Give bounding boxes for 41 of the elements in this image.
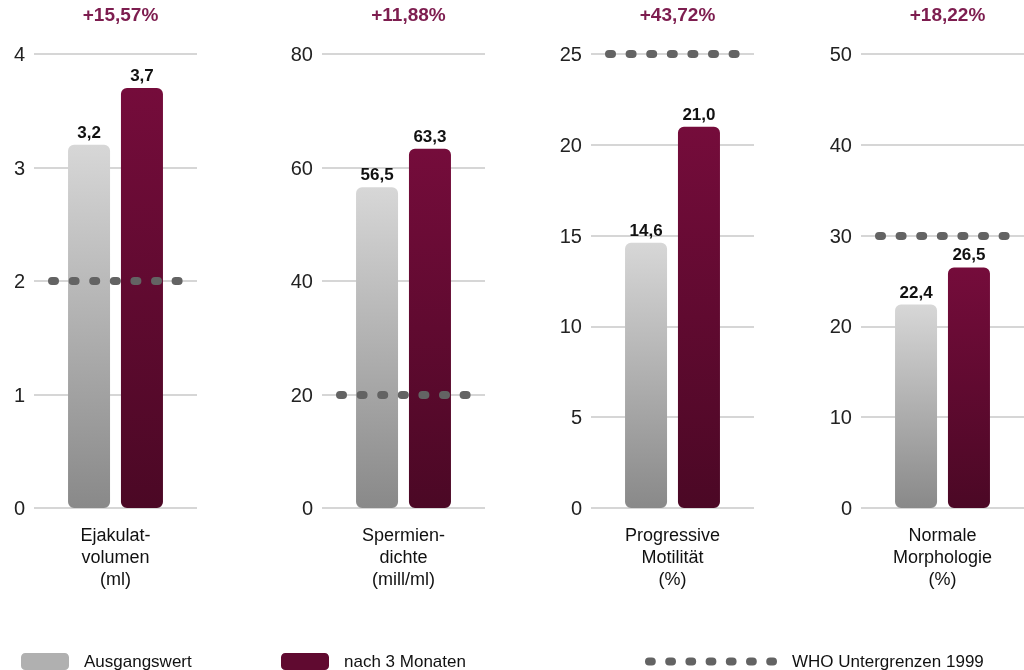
x-axis-title: Normale Morphologie (%) [892,525,993,589]
y-tick-label: 0 [840,497,852,519]
legend-label: Ausgangswert [84,652,192,670]
data-label: 22,4 [899,282,934,302]
y-tick-label: 0 [570,497,582,519]
y-tick-label: 0 [301,497,313,519]
x-axis-title: Ejakulat- volumen (ml) [80,525,151,589]
y-tick-label: 15 [559,224,582,247]
y-tick-label: 20 [829,315,852,338]
data-label: 56,5 [360,165,394,185]
y-tick-label: 30 [829,224,852,247]
data-label: 14,6 [629,220,663,240]
y-tick-label: 25 [559,43,582,65]
y-tick-label: 4 [13,43,25,65]
y-tick-label: 40 [290,270,313,292]
y-tick-label: 10 [559,315,582,338]
chart-title: +43,72% [639,4,716,25]
y-tick-label: 20 [290,383,313,406]
data-label: 3,2 [77,122,101,142]
y-tick-label: 20 [559,133,582,156]
y-tick-label: 1 [13,383,25,406]
x-axis-title: Progressive Motilität (%) [624,525,721,589]
y-tick-label: 2 [13,270,25,292]
y-tick-label: 5 [570,406,582,429]
y-tick-label: 0 [13,497,25,519]
legend-label: nach 3 Monaten [344,652,466,670]
chart-title: +18,22% [909,4,986,25]
y-tick-label: 40 [829,133,852,156]
y-tick-label: 10 [829,406,852,429]
y-tick-label: 3 [13,156,25,179]
chart-title: +15,57% [82,4,159,25]
data-label: 26,5 [952,245,986,265]
y-tick-label: 50 [829,43,852,65]
x-axis-title: Spermien- dichte (mill/ml) [361,525,446,589]
y-tick-label: 60 [290,156,313,179]
data-label: 3,7 [130,66,154,86]
legend-label: WHO Untergrenzen 1999 [792,652,984,670]
chart-title: +11,88% [371,4,446,25]
data-label: 63,3 [413,126,447,146]
data-label: 21,0 [682,104,716,124]
y-tick-label: 80 [290,43,313,65]
